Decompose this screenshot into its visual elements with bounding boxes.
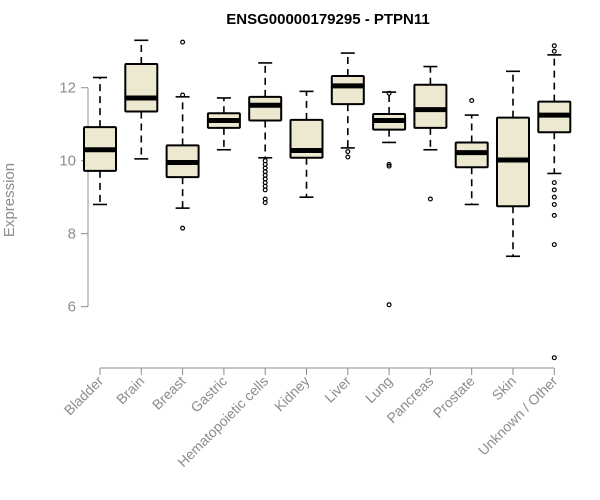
box-body [330,75,365,106]
x-tick-label: Prostate [430,373,478,421]
x-tick-label: Skin [489,373,520,404]
y-tick-label: 6 [68,299,76,316]
box-body [124,63,159,113]
outlier-point [551,187,557,193]
outlier-point [469,97,475,103]
outlier-point [551,180,557,186]
box-bladder [83,76,117,206]
outlier-point [262,187,268,193]
y-tick-label: 12 [59,80,76,97]
outlier-point [551,48,557,54]
outlier-point [386,90,392,96]
box-liver [330,52,365,160]
outlier-point [180,225,186,231]
box-breast [165,39,200,231]
x-tick-label: Lung [362,373,395,406]
outlier-point [180,92,186,98]
x-tick-label: Bladder [61,373,107,419]
box-prostate [454,97,489,206]
outlier-point [262,200,268,206]
outlier-point [551,242,557,248]
box-brain [124,39,159,160]
outlier-point [180,39,186,45]
box-body [413,83,448,129]
box-gastric [206,97,241,151]
outlier-point [386,163,392,169]
box-kidney [289,90,324,198]
box-body [248,95,283,122]
box-unknown-other [537,43,572,361]
box-skin [496,70,530,258]
outlier-point [427,196,433,202]
x-tick-label: Breast [149,373,189,413]
outlier-point [551,355,557,361]
box-lung [372,90,407,308]
outlier-point [551,212,557,218]
outlier-point [551,43,557,49]
x-tick-label: Kidney [271,373,313,415]
plot-area [83,39,572,361]
outlier-point [345,149,351,155]
box-hematopoietic-cells [248,62,283,206]
outlier-point [386,161,392,167]
y-tick-label: 10 [59,153,76,170]
outlier-point [386,302,392,308]
outlier-point [345,154,351,160]
box-pancreas [413,65,448,202]
outlier-point [551,194,557,200]
x-tick-label: Brain [113,373,147,407]
x-tick-label: Liver [321,373,354,406]
outlier-point [551,201,557,207]
chart-title: ENSG00000179295 - PTPN11 [226,11,429,28]
y-tick-label: 8 [68,226,76,243]
y-axis-label: Expression [1,163,18,237]
